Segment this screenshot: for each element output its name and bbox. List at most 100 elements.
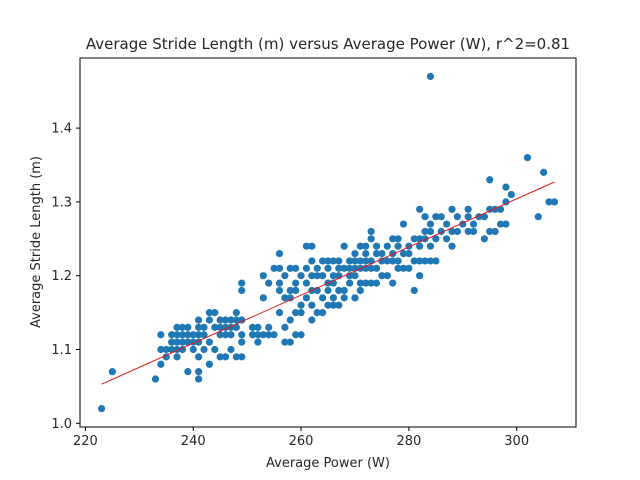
data-point [216, 331, 224, 339]
x-tick-label: 240 [181, 434, 206, 449]
data-point [254, 331, 262, 339]
data-point [319, 309, 327, 317]
data-point [275, 279, 284, 287]
data-point [335, 301, 343, 309]
data-point [496, 205, 505, 213]
data-point [184, 338, 192, 346]
data-point [362, 249, 370, 258]
data-point [432, 213, 440, 221]
data-point [297, 272, 305, 280]
data-point [550, 198, 559, 206]
data-point [345, 279, 354, 287]
data-point [383, 257, 391, 265]
data-point [232, 353, 240, 361]
data-point [480, 213, 488, 221]
data-point [281, 294, 289, 302]
data-point [162, 353, 170, 361]
data-point [200, 331, 208, 339]
data-point [221, 353, 230, 361]
data-point [200, 345, 208, 354]
data-point [453, 213, 461, 221]
data-point [232, 309, 240, 317]
data-point [367, 235, 375, 243]
data-point [232, 323, 240, 331]
data-point [448, 227, 456, 236]
data-point [335, 257, 343, 265]
data-point [410, 257, 418, 265]
data-point [238, 286, 246, 295]
data-point [275, 264, 284, 272]
data-point [168, 345, 176, 354]
x-tick-label: 300 [504, 434, 529, 449]
data-point [416, 272, 424, 280]
y-tick-label: 1.2 [51, 269, 72, 284]
data-point [340, 264, 348, 272]
x-tick-label: 220 [73, 434, 98, 449]
data-point [308, 272, 316, 280]
data-point [356, 242, 364, 250]
data-point [507, 190, 515, 199]
data-point [205, 309, 213, 317]
data-point [238, 316, 246, 324]
data-point [340, 294, 348, 302]
x-axis-label: Average Power (W) [266, 456, 390, 471]
y-tick-label: 1.0 [51, 417, 72, 432]
data-point [389, 257, 397, 265]
data-point [372, 249, 381, 258]
data-point [281, 338, 289, 346]
data-point [378, 272, 386, 280]
data-point [281, 323, 289, 331]
data-point [292, 331, 300, 339]
data-point [426, 72, 435, 81]
data-point [254, 323, 262, 331]
data-point [502, 220, 510, 228]
data-point [502, 198, 510, 206]
data-point [281, 272, 289, 280]
data-point [227, 331, 235, 339]
data-point [340, 286, 348, 295]
data-point [383, 272, 391, 280]
data-point [286, 316, 294, 324]
data-point [464, 205, 472, 213]
data-point [399, 264, 408, 272]
data-point [410, 235, 418, 243]
data-point [329, 294, 337, 302]
data-point [416, 205, 424, 213]
data-point [195, 316, 203, 324]
data-point [254, 338, 262, 346]
data-point [157, 331, 165, 339]
data-point [421, 213, 429, 221]
data-point [480, 235, 488, 243]
data-point [329, 257, 337, 265]
data-point [221, 316, 230, 324]
data-point [523, 154, 532, 162]
data-point [491, 227, 499, 236]
data-point [372, 264, 381, 272]
data-point [362, 242, 370, 250]
data-point [195, 331, 203, 339]
data-point [211, 309, 219, 317]
data-point [308, 301, 316, 309]
data-point [286, 264, 294, 272]
data-point [351, 272, 359, 280]
data-point [184, 368, 192, 376]
data-point [362, 257, 370, 265]
data-point [189, 331, 197, 339]
data-point [486, 227, 494, 236]
data-point [184, 323, 192, 331]
data-point [292, 264, 300, 272]
data-point [443, 220, 451, 228]
data-point [394, 242, 402, 250]
data-point [340, 242, 348, 250]
data-point [195, 323, 203, 331]
data-point [275, 309, 284, 317]
data-point [399, 249, 408, 258]
data-point [297, 301, 305, 309]
data-point [421, 227, 429, 236]
data-point [324, 301, 332, 309]
data-point [173, 353, 181, 361]
data-point [157, 360, 165, 368]
data-point [238, 353, 246, 361]
data-point [464, 227, 472, 236]
